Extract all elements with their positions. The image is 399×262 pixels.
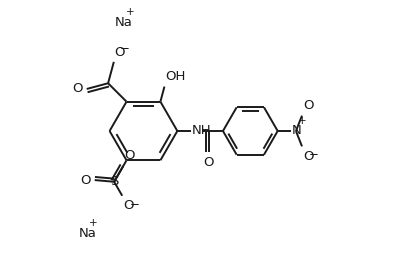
Text: O: O xyxy=(80,174,91,187)
Text: O: O xyxy=(124,149,135,162)
Text: −: − xyxy=(309,148,319,161)
Text: −: − xyxy=(120,42,130,55)
Text: S: S xyxy=(110,175,119,188)
Text: NH: NH xyxy=(192,124,211,137)
Text: Na: Na xyxy=(115,16,133,29)
Text: +: + xyxy=(298,116,307,126)
Text: O: O xyxy=(203,156,213,169)
Text: O: O xyxy=(303,99,314,112)
Text: O: O xyxy=(303,150,314,163)
Text: Na: Na xyxy=(78,227,96,241)
Text: O: O xyxy=(115,46,125,59)
Text: OH: OH xyxy=(166,70,186,83)
Text: +: + xyxy=(89,218,98,228)
Text: O: O xyxy=(124,199,134,212)
Text: −: − xyxy=(129,198,139,211)
Text: N: N xyxy=(292,124,302,137)
Text: +: + xyxy=(126,7,134,17)
Text: O: O xyxy=(72,83,83,95)
